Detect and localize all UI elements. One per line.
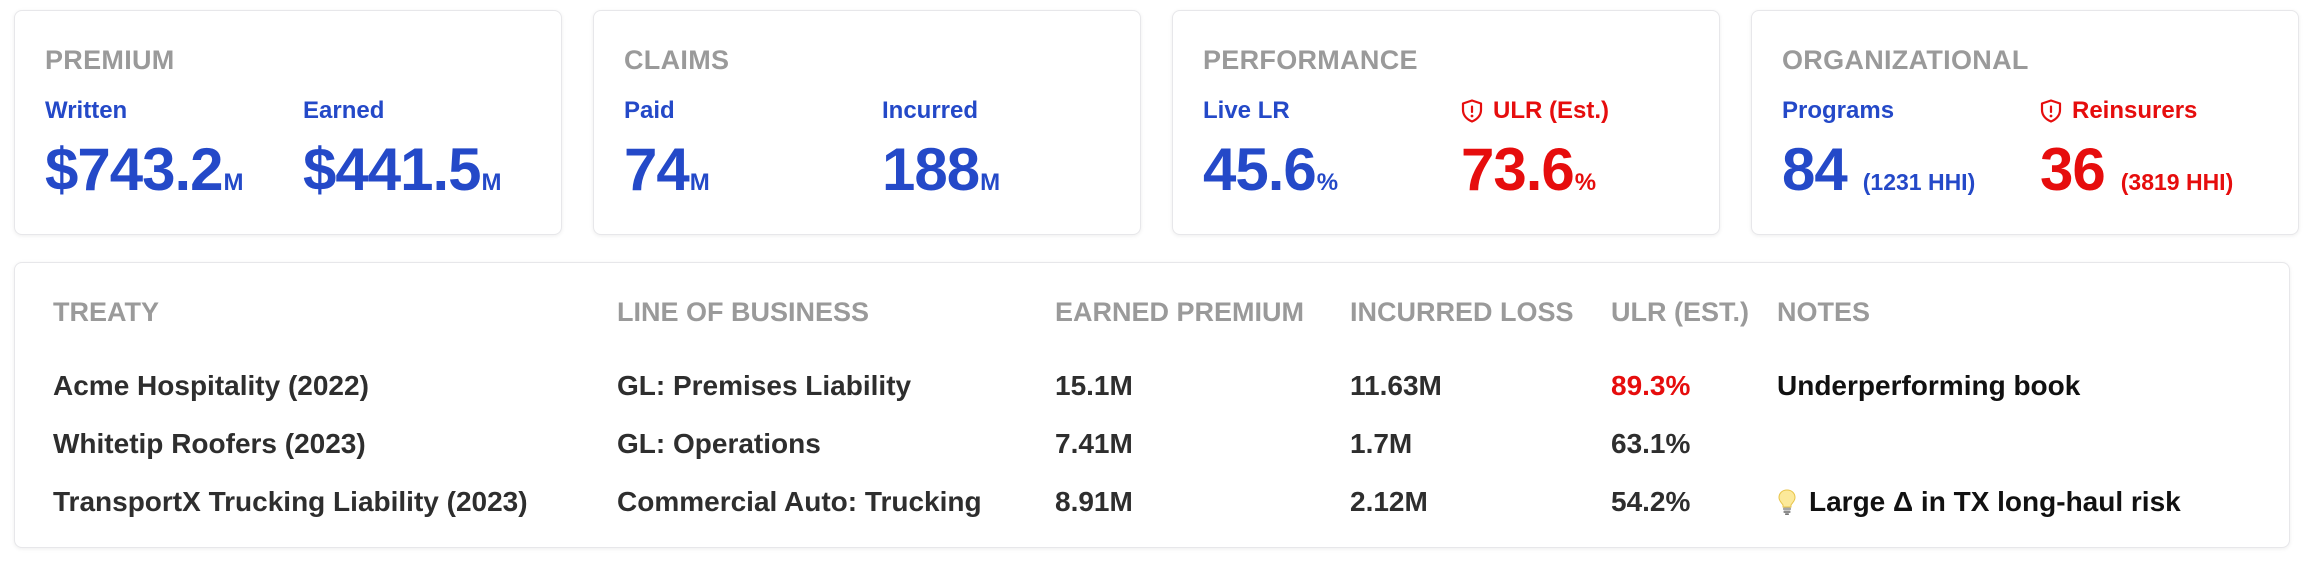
metric-label: ULR (Est.) xyxy=(1461,96,1719,126)
card-title: ORGANIZATIONAL xyxy=(1782,45,2029,75)
value-number: 84 xyxy=(1782,136,1848,203)
ulr-metric: ULR (Est.) 73.6% xyxy=(1461,96,1719,200)
paid-metric: Paid 74M xyxy=(624,96,882,200)
metric-value: 74M xyxy=(624,140,882,200)
summary-cards: PREMIUM Written $743.2M Earned $441.5M C… xyxy=(14,10,2299,235)
live-lr-metric: Live LR 45.6% xyxy=(1203,96,1461,200)
value-unit: M xyxy=(689,169,710,196)
metric-label: Earned xyxy=(303,97,385,124)
card-title: CLAIMS xyxy=(624,45,730,75)
cell-incurred-loss: 1.7M xyxy=(1350,428,1413,459)
cell-incurred-loss: 11.63M xyxy=(1350,370,1442,401)
treaty-table: TREATY LINE OF BUSINESS EARNED PREMIUM I… xyxy=(14,262,2290,548)
value-number: 36 xyxy=(2040,136,2106,203)
card-title: PERFORMANCE xyxy=(1203,45,1418,75)
metric-value: 73.6% xyxy=(1461,140,1719,200)
cell-earned-premium: 8.91M xyxy=(1055,486,1133,517)
shield-alert-icon xyxy=(1461,99,1483,123)
value-number: 188 xyxy=(882,136,980,203)
note-text: Underperforming book xyxy=(1777,370,2081,401)
metrics-row: Paid 74M Incurred 188M xyxy=(624,96,1140,200)
cell-notes: Underperforming book xyxy=(1777,370,2080,402)
claims-card: CLAIMS Paid 74M Incurred 188M xyxy=(593,10,1141,235)
metrics-row: Live LR 45.6% ULR (Est.) 73.6% xyxy=(1203,96,1719,200)
column-header-treaty[interactable]: TREATY xyxy=(53,297,159,327)
premium-card: PREMIUM Written $743.2M Earned $441.5M xyxy=(14,10,562,235)
value-unit: M xyxy=(481,169,502,196)
cell-incurred-loss: 2.12M xyxy=(1350,486,1428,517)
cell-line-of-business: GL: Operations xyxy=(617,428,821,459)
lightbulb-icon xyxy=(1778,489,1796,515)
metric-label: Reinsurers xyxy=(2040,96,2298,126)
metric-value: $441.5M xyxy=(303,140,561,200)
metric-value: 45.6% xyxy=(1203,140,1461,200)
value-number: 45.6 xyxy=(1203,136,1317,203)
value-number: 74 xyxy=(624,136,690,203)
cell-treaty: TransportX Trucking Liability (2023) xyxy=(53,486,528,517)
cell-earned-premium: 7.41M xyxy=(1055,428,1133,459)
table-row[interactable]: TransportX Trucking Liability (2023) Com… xyxy=(15,486,2289,526)
value-unit: % xyxy=(1574,169,1597,196)
value-number: 73.6 xyxy=(1461,136,1575,203)
cell-ulr: 63.1% xyxy=(1611,428,1691,459)
value-sub: (3819 HHI) xyxy=(2120,169,2234,195)
value-number: $441.5 xyxy=(303,136,482,203)
cell-ulr: 54.2% xyxy=(1611,486,1691,517)
metric-label: Live LR xyxy=(1203,97,1290,124)
column-header-line-of-business[interactable]: LINE OF BUSINESS xyxy=(617,297,870,327)
column-header-earned-premium[interactable]: EARNED PREMIUM xyxy=(1055,297,1305,327)
value-unit: M xyxy=(980,169,1001,196)
note-text: Large Δ in TX long-haul risk xyxy=(1809,486,2181,517)
cell-treaty: Whitetip Roofers (2023) xyxy=(53,428,366,459)
metrics-row: Written $743.2M Earned $441.5M xyxy=(45,96,561,200)
value-unit: % xyxy=(1316,169,1339,196)
performance-card: PERFORMANCE Live LR 45.6% ULR (Est.) 73.… xyxy=(1172,10,1720,235)
value-number: $743.2 xyxy=(45,136,224,203)
cell-line-of-business: GL: Premises Liability xyxy=(617,370,912,401)
metric-label: Paid xyxy=(624,97,675,124)
value-sub: (1231 HHI) xyxy=(1862,169,1976,195)
label-text: Reinsurers xyxy=(2072,97,2198,124)
metric-value: 84 (1231 HHI) xyxy=(1782,140,2040,200)
shield-alert-icon xyxy=(2040,99,2062,123)
column-header-ulr[interactable]: ULR (EST.) xyxy=(1611,297,1749,327)
table-row[interactable]: Acme Hospitality (2022) GL: Premises Lia… xyxy=(15,370,2289,410)
cell-treaty: Acme Hospitality (2022) xyxy=(53,370,369,401)
column-header-incurred-loss[interactable]: INCURRED LOSS xyxy=(1350,297,1574,327)
metric-value: $743.2M xyxy=(45,140,303,200)
metric-label: Programs xyxy=(1782,97,1895,124)
cell-notes: Large Δ in TX long-haul risk xyxy=(1777,486,2181,518)
metric-value: 188M xyxy=(882,140,1140,200)
programs-metric: Programs 84 (1231 HHI) xyxy=(1782,96,2040,200)
metrics-row: Programs 84 (1231 HHI) Reinsurers 36 (3819… xyxy=(1782,96,2298,200)
cell-earned-premium: 15.1M xyxy=(1055,370,1133,401)
earned-metric: Earned $441.5M xyxy=(303,96,561,200)
value-unit: M xyxy=(223,169,244,196)
table-row[interactable]: Whitetip Roofers (2023) GL: Operations 7… xyxy=(15,428,2289,468)
organizational-card: ORGANIZATIONAL Programs 84 (1231 HHI) Rei… xyxy=(1751,10,2299,235)
metric-value: 36 (3819 HHI) xyxy=(2040,140,2298,200)
cell-line-of-business: Commercial Auto: Trucking xyxy=(617,486,982,517)
column-header-notes[interactable]: NOTES xyxy=(1777,297,1871,327)
card-title: PREMIUM xyxy=(45,45,175,75)
reinsurers-metric: Reinsurers 36 (3819 HHI) xyxy=(2040,96,2298,200)
cell-ulr: 89.3% xyxy=(1611,370,1691,401)
incurred-metric: Incurred 188M xyxy=(882,96,1140,200)
metric-label: Written xyxy=(45,97,128,124)
label-text: ULR (Est.) xyxy=(1493,97,1609,124)
written-metric: Written $743.2M xyxy=(45,96,303,200)
metric-label: Incurred xyxy=(882,97,979,124)
